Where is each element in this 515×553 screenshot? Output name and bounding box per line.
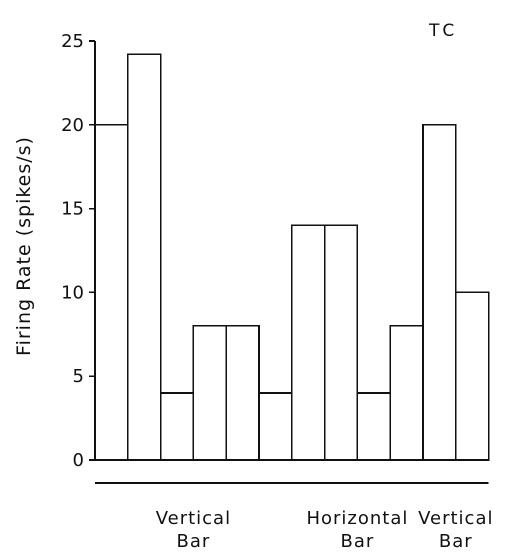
group-label-1-line-2: Bar [177, 531, 211, 552]
y-tick-label-5: 5 [73, 366, 84, 387]
bar-10 [389, 325, 424, 461]
bar-1 [94, 124, 129, 461]
y-tick-label-15: 15 [61, 199, 84, 220]
y-axis: 0 5 10 15 20 25 [61, 31, 96, 471]
panel-label: TC [428, 21, 458, 41]
bar-11 [422, 124, 457, 461]
bar-6 [258, 392, 293, 461]
y-tick-label-20: 20 [61, 115, 84, 136]
bar-series [94, 53, 490, 461]
bar-12 [454, 291, 490, 461]
bar-3 [159, 392, 195, 461]
group-label-2-line-1: Horizontal [306, 508, 408, 529]
bar-9 [356, 392, 391, 461]
y-tick-label-0: 0 [73, 450, 84, 471]
group-label-1-line-1: Vertical [156, 508, 231, 529]
y-tick-label-10: 10 [61, 282, 84, 303]
bar-2 [127, 53, 162, 461]
bar-8 [323, 224, 359, 461]
bar-4 [192, 325, 227, 461]
bar-7 [290, 224, 326, 461]
group-label-3-line-1: Vertical [418, 508, 493, 529]
y-axis-label: Firing Rate (spikes/s) [13, 136, 35, 356]
y-tick-label-25: 25 [61, 31, 84, 52]
group-label-2-line-2: Bar [341, 531, 375, 552]
bar-5 [225, 325, 260, 461]
group-label-3-line-2: Bar [439, 531, 473, 552]
